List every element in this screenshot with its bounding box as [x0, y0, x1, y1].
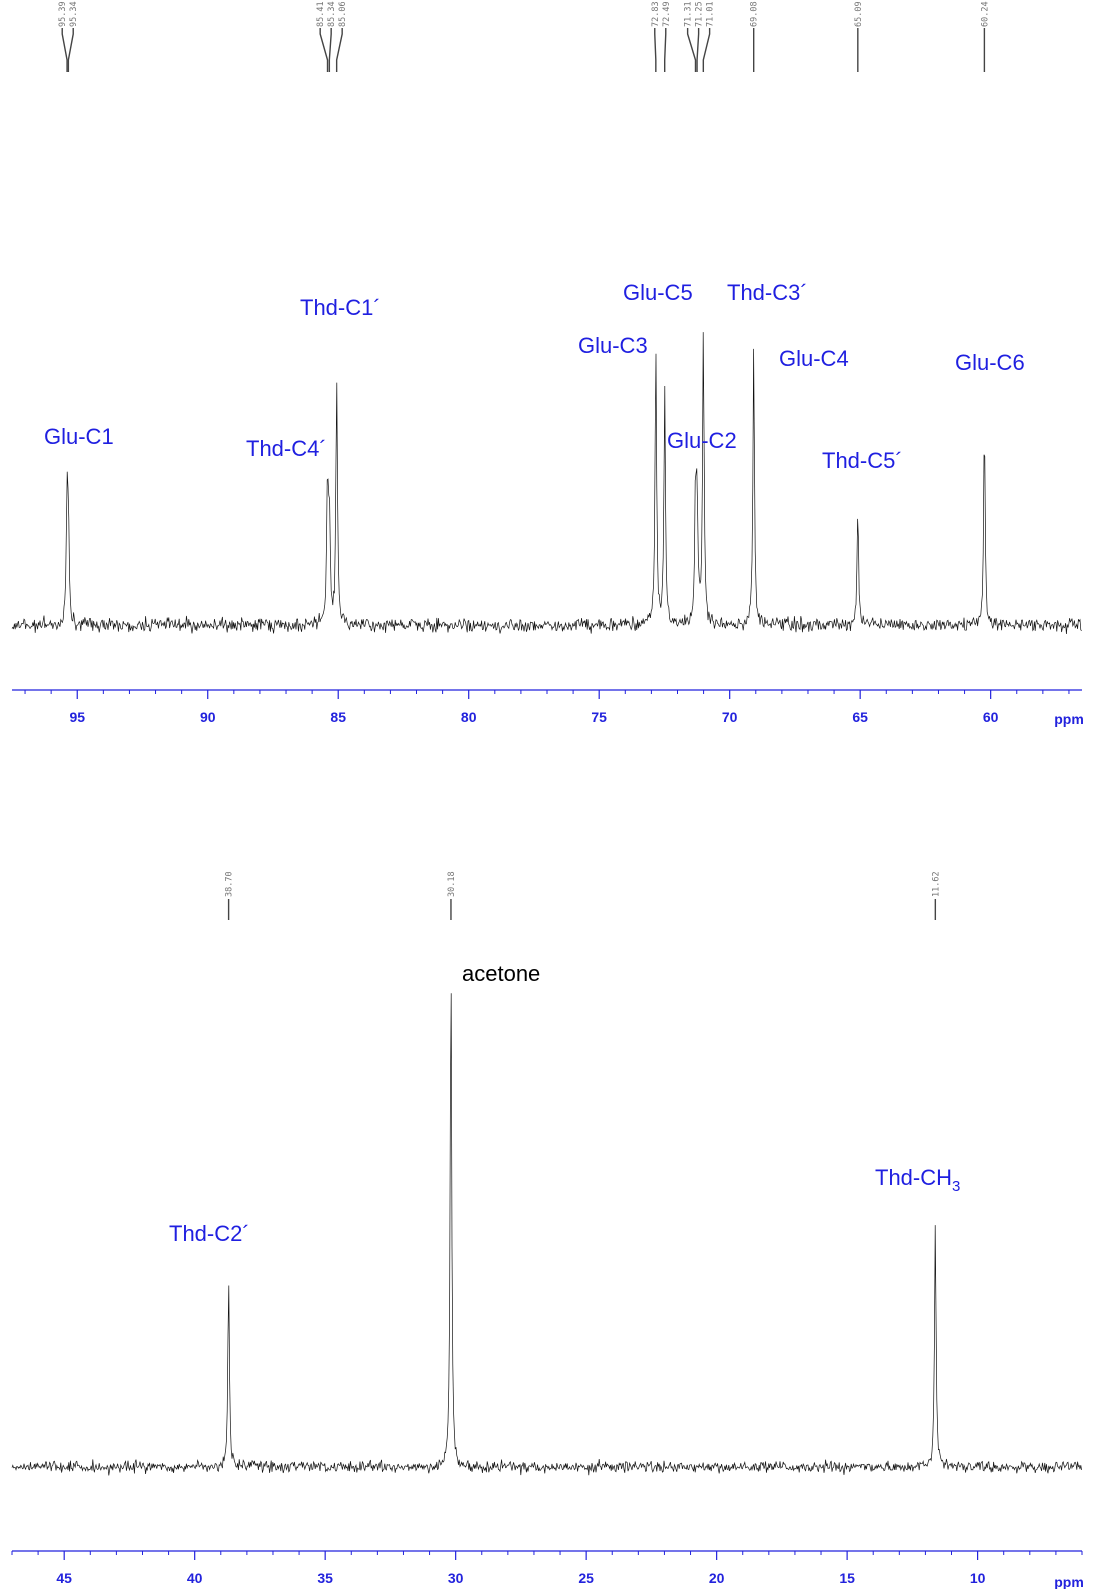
peak-value-label: 95.34 — [69, 1, 79, 27]
annotation-thd-c2: Thd-C2´ — [169, 1221, 250, 1246]
lower-spectrum: 38.70 30.18 11.62 Thd-C2´ acetone Thd-CH3 … — [11, 871, 1084, 1589]
peak-value-label: 30.18 — [447, 871, 457, 897]
lower-peak-list: 38.70 30.18 11.62 — [225, 871, 941, 920]
tick-label: 30 — [448, 1570, 464, 1586]
peak-value-label: 60.24 — [980, 1, 990, 27]
peak-connector — [664, 28, 667, 72]
lower-x-axis: 45 40 35 30 25 20 15 10 ppm — [11, 1550, 1084, 1589]
lower-minor-ticks — [11, 1551, 1083, 1555]
annotation-glu-c2: Glu-C2 — [667, 428, 737, 453]
peak-connector — [702, 28, 711, 72]
peak-connector — [696, 28, 700, 72]
tick-label: 85 — [330, 709, 346, 725]
peak-value-label: 85.06 — [338, 1, 348, 27]
tick-label: 25 — [578, 1570, 594, 1586]
upper-peak-list: 95.39 95.34 85.41 85.34 85.06 72.83 72.49 71.31… — [58, 1, 990, 72]
peak-value-label: 85.34 — [327, 1, 337, 27]
annotation-thd-ch3-subscript: 3 — [952, 1178, 960, 1195]
annotation-thd-c4: Thd-C4´ — [246, 436, 327, 461]
annotation-thd-c5: Thd-C5´ — [822, 448, 903, 473]
lower-annotations: Thd-C2´ acetone Thd-CH3 — [169, 961, 960, 1246]
peak-value-label: 65.09 — [854, 1, 864, 27]
upper-x-axis: 95 90 85 80 75 70 65 60 ppm — [12, 689, 1084, 727]
upper-spectrum: 95.39 95.34 85.41 85.34 85.06 72.83 72.49 71.31… — [11, 1, 1084, 727]
annotation-glu-c5: Glu-C5 — [623, 280, 693, 305]
tick-label: 90 — [200, 709, 216, 725]
annotation-acetone: acetone — [462, 961, 540, 986]
lower-major-ticks: 45 40 35 30 25 20 15 10 — [56, 1551, 986, 1586]
annotation-thd-ch3-main: Thd-CH — [875, 1165, 952, 1190]
peak-value-label: 72.83 — [651, 1, 661, 27]
peak-value-label: 71.25 — [695, 1, 705, 27]
annotation-thd-c3: Thd-C3´ — [727, 280, 808, 305]
annotation-glu-c3: Glu-C3 — [578, 333, 648, 358]
peak-value-label: 71.01 — [706, 1, 716, 27]
tick-label: 95 — [69, 709, 85, 725]
upper-major-ticks: 95 90 85 80 75 70 65 60 — [69, 690, 999, 725]
peak-connector — [335, 28, 343, 72]
upper-spectrum-trace — [11, 332, 1082, 635]
peak-connector — [686, 28, 697, 72]
peak-connector — [319, 28, 329, 72]
upper-annotations: Glu-C1 Thd-C4´ Thd-C1´ Glu-C3 Glu-C5 Glu… — [44, 280, 1025, 473]
tick-label: 45 — [56, 1570, 72, 1586]
tick-label: 75 — [591, 709, 607, 725]
peak-value-label: 11.62 — [931, 871, 941, 897]
tick-label: 20 — [709, 1570, 725, 1586]
upper-axis-unit-label: ppm — [1054, 711, 1084, 727]
peak-connector — [654, 28, 657, 72]
annotation-glu-c4: Glu-C4 — [779, 346, 849, 371]
annotation-glu-c6: Glu-C6 — [955, 350, 1025, 375]
peak-value-label: 69.08 — [750, 1, 760, 27]
tick-label: 80 — [461, 709, 477, 725]
peak-value-label: 38.70 — [225, 871, 235, 897]
lower-axis-unit-label: ppm — [1054, 1574, 1084, 1589]
tick-label: 10 — [970, 1570, 986, 1586]
tick-label: 40 — [187, 1570, 203, 1586]
tick-label: 65 — [852, 709, 868, 725]
tick-label: 35 — [317, 1570, 333, 1586]
tick-label: 60 — [983, 709, 999, 725]
peak-connector — [61, 28, 68, 72]
peak-value-label: 85.41 — [316, 1, 326, 27]
upper-minor-ticks — [24, 690, 1070, 694]
peak-value-label: 95.39 — [58, 1, 68, 27]
peak-connector — [328, 28, 332, 72]
lower-spectrum-trace — [11, 993, 1082, 1476]
peak-value-label: 71.31 — [684, 1, 694, 27]
peak-connector — [67, 28, 74, 72]
annotation-thd-c1: Thd-C1´ — [300, 295, 381, 320]
peak-value-label: 72.49 — [662, 1, 672, 27]
tick-label: 15 — [839, 1570, 855, 1586]
annotation-glu-c1: Glu-C1 — [44, 424, 114, 449]
annotation-thd-ch3: Thd-CH3 — [875, 1165, 960, 1195]
tick-label: 70 — [722, 709, 738, 725]
